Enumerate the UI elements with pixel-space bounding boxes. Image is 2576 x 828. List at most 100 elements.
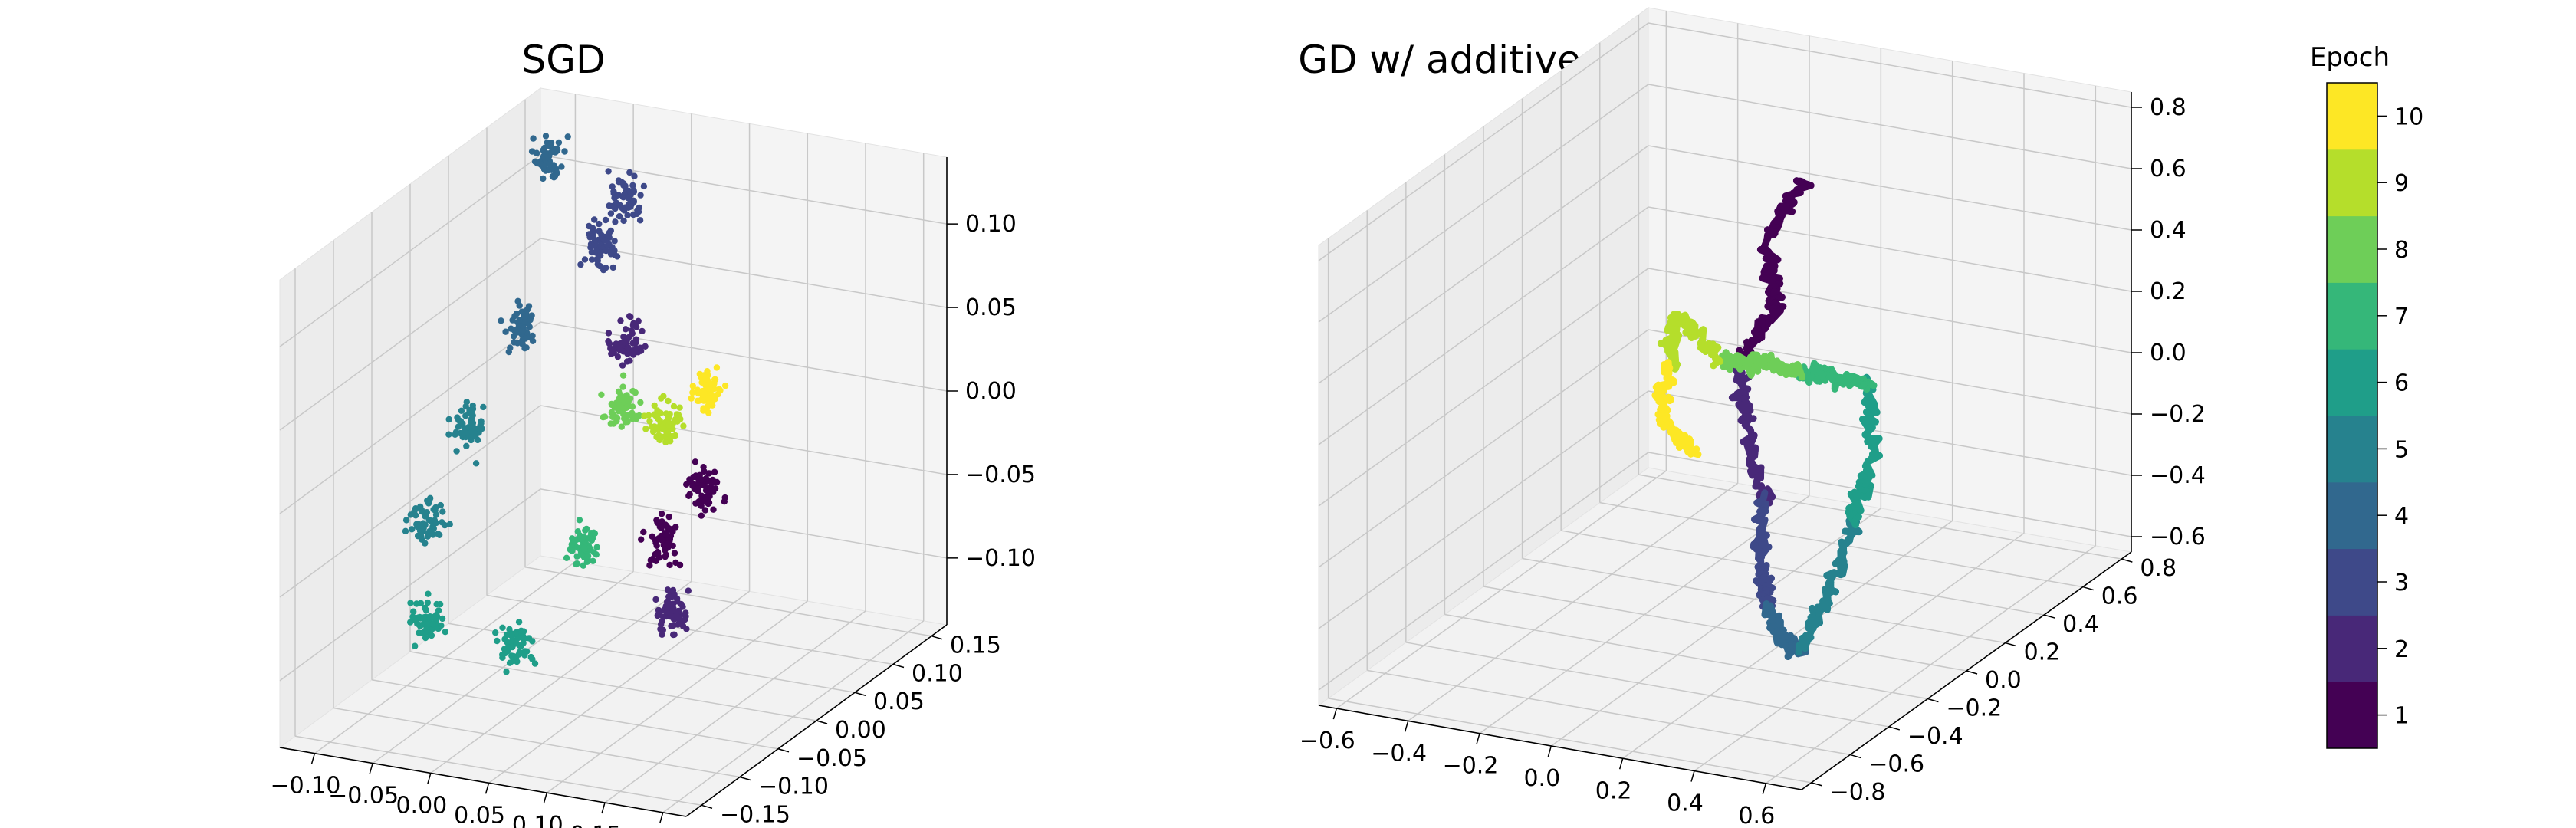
z-tick-label: −0.10: [965, 545, 1036, 572]
scatter-point: [602, 216, 610, 224]
scatter-point: [506, 626, 513, 633]
z-tick-label: 0.05: [965, 294, 1017, 321]
scatter-point: [685, 587, 692, 594]
colorbar-tick-label: 5: [2394, 436, 2409, 463]
scatter-point: [596, 220, 603, 228]
scatter-point: [694, 397, 702, 404]
x-axis-line: [279, 747, 687, 817]
x-tick: [601, 802, 606, 814]
scatter-point: [689, 389, 696, 396]
z-tick-label: −0.2: [2150, 401, 2206, 428]
scatter-point: [721, 382, 729, 389]
scatter-point: [721, 498, 728, 505]
scatter-point: [665, 593, 672, 600]
z-gridline: [1648, 84, 2132, 169]
epoch-1-cluster: [638, 511, 684, 569]
z-tick-label: 0.00: [965, 378, 1017, 405]
z-gridline: [1648, 206, 2132, 292]
x-tick: [1547, 745, 1552, 757]
back-pane: [1648, 7, 2132, 553]
scatter-point: [610, 188, 617, 195]
colorbar-tick-label: 1: [2394, 703, 2409, 730]
scatter-point: [529, 337, 537, 344]
scatter-point: [540, 175, 547, 182]
scatter-point: [472, 460, 480, 467]
scatter-point: [503, 669, 510, 675]
x-tick: [659, 812, 664, 824]
scatter-point: [436, 531, 443, 538]
x-tick-label: −0.05: [328, 783, 399, 810]
scatter-point: [657, 626, 664, 632]
y-tick: [1927, 698, 1939, 703]
x-tick-label: 0.0: [1523, 765, 1560, 792]
scatter-point: [580, 544, 588, 552]
y-gridline: [1638, 474, 2122, 560]
x-tick-label: 0.2: [1595, 777, 1632, 804]
colorbar-tick-label: 6: [2394, 370, 2409, 397]
x-tick: [543, 792, 548, 804]
scatter-point: [711, 396, 718, 402]
scatter-point: [414, 620, 421, 627]
trajectory-segment-epoch-1: [1764, 177, 1815, 238]
z-tick-label: 0.10: [965, 211, 1017, 238]
scatter-point: [462, 429, 468, 436]
scatter-point: [637, 192, 644, 199]
scatter-point: [717, 387, 724, 394]
scatter-point: [609, 183, 616, 190]
z-gridline: [1648, 22, 2132, 108]
y-tick: [2121, 558, 2133, 563]
scatter-point: [673, 595, 681, 602]
scatter-point: [469, 402, 476, 409]
scatter-point: [522, 335, 529, 342]
scatter-point: [620, 180, 627, 187]
z-gridline: [1318, 22, 1649, 261]
scatter-point: [632, 340, 639, 347]
scatter-point: [711, 485, 719, 492]
scatter-point: [629, 182, 636, 189]
scatter-point: [529, 332, 536, 340]
scatter-point: [631, 172, 638, 179]
scatter-point: [615, 388, 623, 395]
scatter-point: [628, 201, 636, 208]
scatter-point: [640, 182, 648, 190]
scatter-point: [433, 600, 440, 608]
z-tick-label: 0.2: [2150, 278, 2187, 305]
z-gridline: [540, 405, 948, 475]
scatter-point: [516, 642, 524, 649]
x-tick: [369, 763, 373, 774]
scatter-point: [533, 150, 540, 156]
y-tick-label: 0.10: [912, 660, 963, 687]
scatter-point: [564, 133, 571, 140]
scatter-point: [593, 544, 600, 550]
z-gridline: [1318, 84, 1649, 323]
scatter-point: [682, 616, 688, 623]
scatter-point: [610, 347, 617, 354]
scatter-point: [427, 527, 435, 534]
scatter-point: [514, 340, 521, 347]
scatter-point: [504, 644, 511, 651]
y-tick: [854, 692, 866, 696]
scatter-point: [419, 536, 426, 543]
y-gridline: [1483, 586, 1967, 672]
scatter-point: [596, 262, 603, 270]
scatter-point: [475, 425, 482, 432]
scatter-point: [422, 634, 429, 642]
scatter-point: [676, 561, 684, 569]
colorbar-tick-label: 8: [2394, 237, 2409, 264]
scatter-point: [606, 202, 613, 209]
epoch-9-cluster: [641, 393, 687, 445]
scatter-point: [636, 217, 644, 224]
scatter-point: [605, 168, 612, 175]
scatter-point: [655, 550, 662, 557]
scatter-point: [432, 504, 439, 511]
y-tick: [1966, 670, 1978, 675]
scatter-point: [439, 508, 446, 515]
scatter-point: [611, 404, 619, 411]
y-tick-label: −0.2: [1946, 695, 2002, 721]
scatter-point: [573, 560, 580, 568]
scatter-point: [516, 317, 523, 324]
scatter-point: [571, 538, 578, 545]
scatter-point: [588, 537, 596, 544]
scatter-point: [521, 318, 528, 325]
scatter-point: [547, 149, 555, 156]
